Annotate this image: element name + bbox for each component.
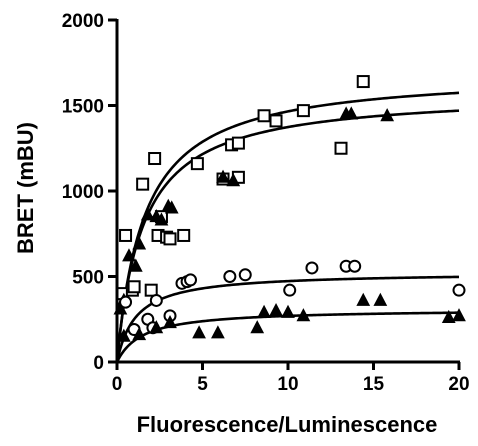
data-point-series-3 (184, 273, 198, 287)
y-tick-label: 2000 (62, 11, 104, 32)
data-point-series-4 (257, 304, 271, 318)
data-point-series-1 (119, 228, 133, 242)
data-point-series-1 (144, 283, 158, 297)
data-point-series-2 (154, 212, 169, 226)
data-point-series-2 (164, 200, 179, 214)
data-point-series-1 (163, 232, 177, 246)
data-point-series-4 (281, 304, 295, 318)
data-point-series-1 (136, 177, 150, 191)
data-point-series-4 (192, 325, 206, 339)
data-point-series-2 (344, 106, 359, 120)
data-point-series-3 (223, 270, 237, 283)
data-point-series-2 (132, 236, 147, 250)
data-point-series-2 (380, 108, 395, 122)
data-point-series-1 (296, 104, 310, 118)
data-point-series-1 (177, 228, 191, 242)
y-tick-label: 500 (72, 268, 104, 289)
data-point-series-2 (140, 207, 155, 221)
y-tick-label: 1500 (62, 97, 104, 118)
y-tick-label: 0 (93, 353, 104, 374)
y-axis-label: BRET (mBU) (13, 122, 38, 254)
data-point-series-1 (257, 109, 271, 123)
data-point-series-4 (356, 292, 371, 306)
data-point-series-4 (296, 308, 311, 322)
x-tick-label: 0 (112, 374, 123, 395)
data-point-series-3 (119, 295, 133, 309)
ticks: 0 5 10 15 20 0 500 1000 1500 2000 (62, 11, 470, 395)
data-point-series-1 (334, 141, 348, 155)
data-point-series-4 (132, 326, 147, 341)
x-tick-label: 20 (448, 374, 469, 395)
data-points (113, 75, 466, 342)
data-point-series-2 (122, 248, 136, 262)
data-point-series-4 (452, 308, 466, 322)
x-tick-label: 10 (277, 374, 298, 395)
data-point-series-4 (269, 303, 283, 317)
fit-curve-1 (115, 109, 460, 363)
x-tick-label: 15 (363, 374, 385, 395)
data-point-series-3 (283, 283, 297, 297)
data-point-series-4 (211, 325, 225, 339)
data-point-series-4 (163, 314, 177, 329)
data-point-series-3 (305, 261, 319, 275)
x-axis-label: Fluorescence/Luminescence (137, 412, 438, 437)
x-tick-label: 5 (197, 374, 208, 395)
data-point-series-1 (231, 136, 245, 150)
data-point-series-4 (149, 320, 164, 334)
data-point-series-4 (116, 328, 131, 342)
y-tick-label: 1000 (62, 182, 104, 203)
data-point-series-3 (149, 293, 163, 307)
data-point-series-4 (373, 292, 388, 306)
fit-curve-2 (115, 91, 460, 363)
data-point-series-3 (452, 283, 466, 297)
data-point-series-1 (356, 75, 370, 89)
data-point-series-4 (441, 309, 456, 323)
data-point-series-3 (238, 268, 252, 282)
data-point-series-1 (190, 157, 204, 171)
data-point-series-4 (250, 320, 265, 334)
data-point-series-2 (128, 258, 143, 272)
data-point-series-2 (226, 173, 241, 187)
data-point-series-2 (216, 169, 230, 183)
data-point-series-1 (127, 280, 141, 294)
data-point-series-1 (269, 114, 283, 128)
data-point-series-3 (348, 259, 362, 273)
fit-curve-3 (115, 275, 460, 363)
data-point-series-1 (148, 152, 162, 166)
